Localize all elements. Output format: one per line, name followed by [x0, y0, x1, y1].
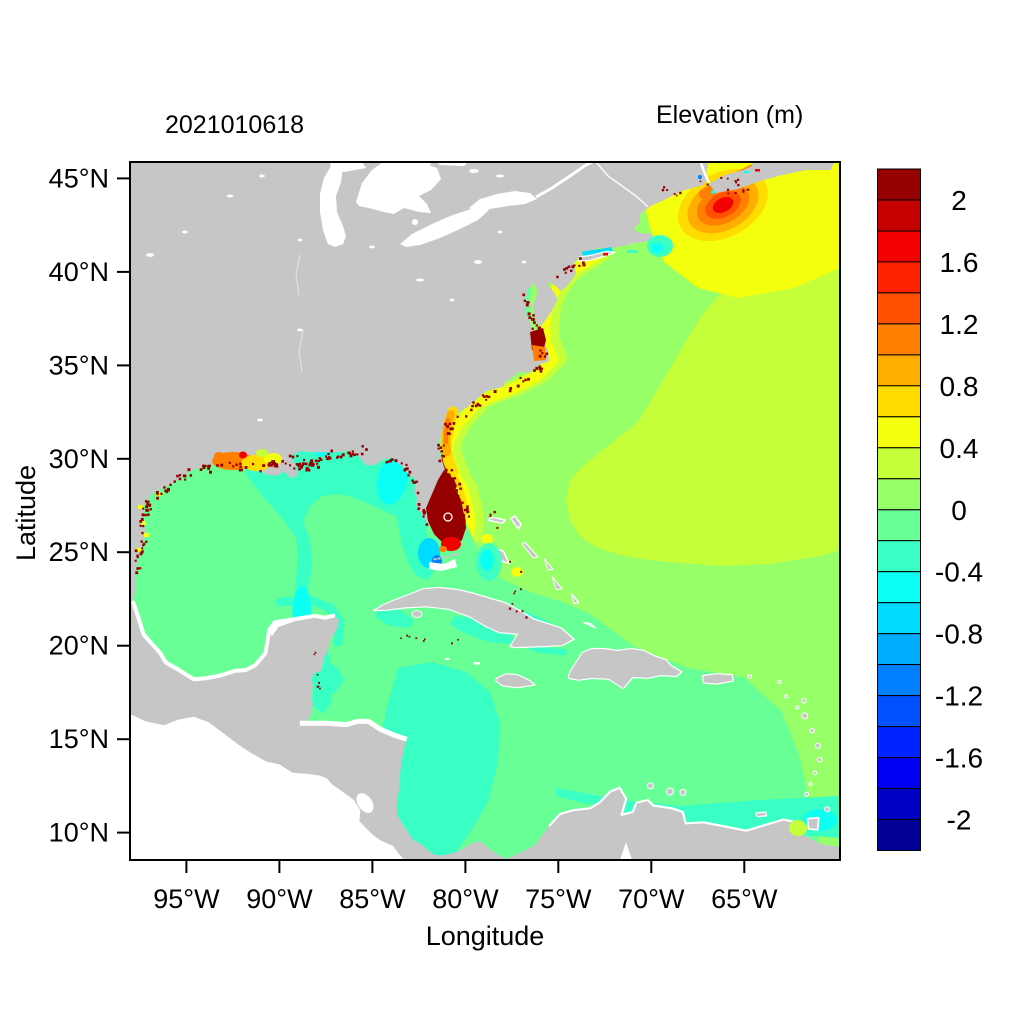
svg-text:-0.4: -0.4: [935, 557, 983, 588]
svg-text:2: 2: [951, 185, 967, 216]
svg-text:90°W: 90°W: [246, 884, 313, 914]
svg-text:40°N: 40°N: [49, 257, 109, 287]
svg-text:30°N: 30°N: [49, 444, 109, 474]
svg-text:80°W: 80°W: [432, 884, 499, 914]
svg-text:95°W: 95°W: [153, 884, 220, 914]
svg-text:Longitude: Longitude: [426, 921, 545, 951]
svg-text:20°N: 20°N: [49, 631, 109, 661]
svg-text:1.2: 1.2: [940, 309, 979, 340]
svg-text:-1.2: -1.2: [935, 681, 983, 712]
svg-text:Latitude: Latitude: [11, 465, 41, 561]
svg-text:Elevation (m): Elevation (m): [656, 101, 803, 129]
svg-text:10°N: 10°N: [49, 818, 109, 848]
svg-text:0: 0: [951, 495, 967, 526]
svg-text:-1.6: -1.6: [935, 743, 983, 774]
svg-text:25°N: 25°N: [49, 537, 109, 567]
svg-text:1.6: 1.6: [940, 247, 979, 278]
svg-text:-2: -2: [947, 805, 972, 836]
svg-text:15°N: 15°N: [49, 724, 109, 754]
svg-text:75°W: 75°W: [525, 884, 592, 914]
svg-text:0.8: 0.8: [940, 371, 979, 402]
svg-text:35°N: 35°N: [49, 350, 109, 380]
svg-text:-0.8: -0.8: [935, 619, 983, 650]
svg-text:0.4: 0.4: [940, 433, 979, 464]
svg-text:85°W: 85°W: [339, 884, 406, 914]
svg-text:45°N: 45°N: [49, 163, 109, 193]
svg-text:65°W: 65°W: [711, 884, 778, 914]
svg-text:2021010618: 2021010618: [165, 111, 304, 139]
svg-text:70°W: 70°W: [618, 884, 685, 914]
